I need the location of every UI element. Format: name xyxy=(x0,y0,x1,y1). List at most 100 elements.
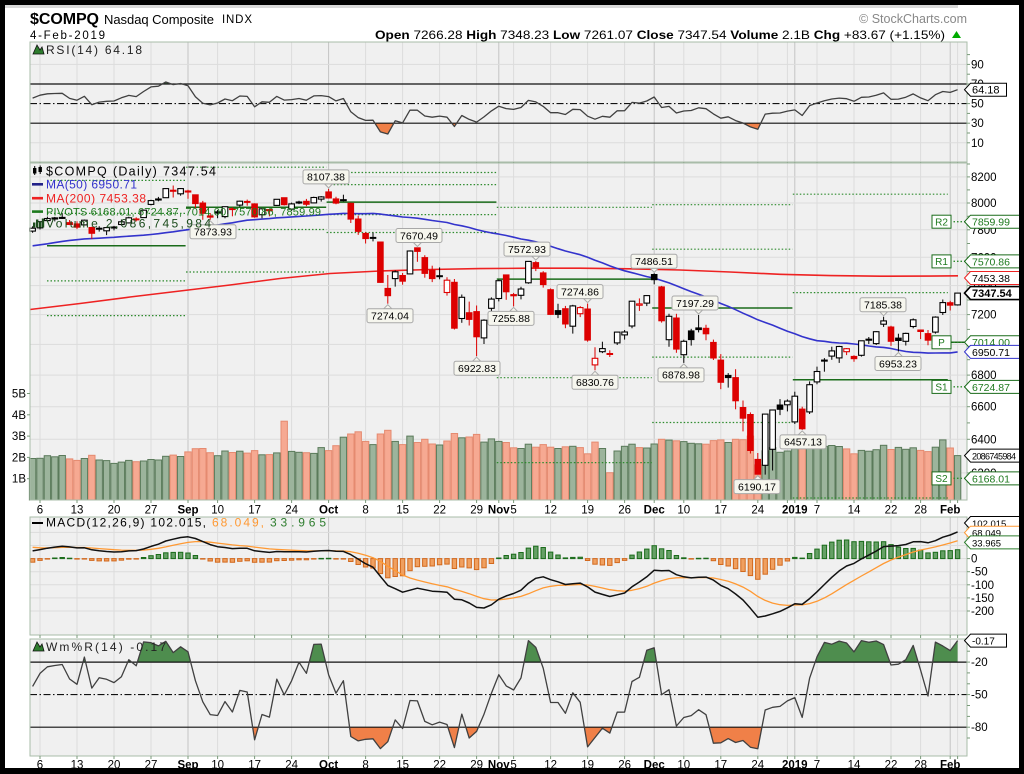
svg-text:-150: -150 xyxy=(971,593,994,605)
svg-text:7: 7 xyxy=(814,760,820,772)
svg-text:68.049: 68.049 xyxy=(972,529,1001,540)
svg-text:R1: R1 xyxy=(935,257,948,268)
svg-text:6922.83: 6922.83 xyxy=(458,363,496,375)
svg-text:7274.86: 7274.86 xyxy=(561,286,599,298)
svg-text:6950.71: 6950.71 xyxy=(972,347,1010,359)
svg-text:2B: 2B xyxy=(12,452,26,464)
svg-text:Dec: Dec xyxy=(644,505,666,517)
svg-text:S1: S1 xyxy=(935,383,948,394)
svg-text:64.18: 64.18 xyxy=(972,85,1000,97)
svg-text:-50: -50 xyxy=(971,567,988,579)
svg-text:68.049,: 68.049, xyxy=(212,515,264,529)
svg-text:13: 13 xyxy=(71,505,84,517)
svg-text:22: 22 xyxy=(885,505,898,517)
svg-text:0: 0 xyxy=(971,554,977,566)
svg-text:R2: R2 xyxy=(935,218,948,229)
svg-text:8200: 8200 xyxy=(971,172,997,184)
svg-text:6457.13: 6457.13 xyxy=(784,437,822,449)
svg-text:20: 20 xyxy=(108,505,121,517)
svg-text:7453.38: 7453.38 xyxy=(972,273,1010,285)
svg-text:14: 14 xyxy=(848,505,861,517)
svg-text:6953.23: 6953.23 xyxy=(879,358,917,370)
svg-text:MACD(12,26,9) 102.015,: MACD(12,26,9) 102.015, xyxy=(46,515,206,529)
svg-text:Open 7266.28 High 7348.23 Low: Open 7266.28 High 7348.23 Low 7261.07 Cl… xyxy=(375,28,945,42)
svg-text:7197.29: 7197.29 xyxy=(676,298,714,310)
svg-text:12: 12 xyxy=(544,505,557,517)
svg-text:2019: 2019 xyxy=(782,505,808,517)
svg-text:6: 6 xyxy=(37,505,43,517)
svg-text:7347.54: 7347.54 xyxy=(972,288,1013,300)
svg-text:6600: 6600 xyxy=(971,402,997,414)
svg-text:7486.51: 7486.51 xyxy=(635,256,673,268)
svg-text:22: 22 xyxy=(433,505,446,517)
svg-text:Nasdaq Composite: Nasdaq Composite xyxy=(104,12,214,27)
svg-text:7: 7 xyxy=(814,505,820,517)
svg-text:10: 10 xyxy=(677,505,690,517)
svg-text:6400: 6400 xyxy=(971,434,997,446)
svg-text:6724.87: 6724.87 xyxy=(972,382,1010,394)
svg-text:8: 8 xyxy=(362,760,368,772)
svg-text:7274.04: 7274.04 xyxy=(371,311,409,323)
svg-text:-50: -50 xyxy=(971,690,988,702)
svg-text:-0.17: -0.17 xyxy=(972,637,995,648)
svg-text:$COMPQ (Daily) 7347.54: $COMPQ (Daily) 7347.54 xyxy=(46,164,216,178)
svg-text:Wm%R(14) -0.17: Wm%R(14) -0.17 xyxy=(46,640,166,654)
svg-text:7859.99: 7859.99 xyxy=(972,217,1010,229)
svg-text:19: 19 xyxy=(581,505,594,517)
svg-text:Oct: Oct xyxy=(319,505,338,517)
svg-text:2086745984: 2086745984 xyxy=(972,452,1016,462)
svg-text:5B: 5B xyxy=(12,389,26,401)
svg-text:33.965: 33.965 xyxy=(972,538,1001,549)
svg-text:6190.17: 6190.17 xyxy=(738,481,776,493)
svg-text:7570.86: 7570.86 xyxy=(972,256,1010,268)
svg-text:50: 50 xyxy=(971,99,984,111)
svg-text:30: 30 xyxy=(971,118,984,130)
svg-text:-80: -80 xyxy=(971,722,988,734)
svg-text:102.015: 102.015 xyxy=(972,519,1006,530)
svg-text:27: 27 xyxy=(145,505,158,517)
svg-text:6168.01: 6168.01 xyxy=(972,473,1010,485)
svg-text:8: 8 xyxy=(362,505,368,517)
svg-text:MA(50) 6950.71: MA(50) 6950.71 xyxy=(46,177,137,191)
svg-text:3B: 3B xyxy=(12,431,26,443)
svg-text:24: 24 xyxy=(285,505,298,517)
svg-text:17: 17 xyxy=(248,505,261,517)
svg-text:6800: 6800 xyxy=(971,370,997,382)
svg-text:10: 10 xyxy=(211,505,224,517)
svg-text:15: 15 xyxy=(396,505,409,517)
svg-text:7200: 7200 xyxy=(971,310,997,322)
svg-text:8107.38: 8107.38 xyxy=(307,172,345,184)
svg-text:10: 10 xyxy=(971,138,984,150)
svg-text:-200: -200 xyxy=(971,606,994,618)
svg-text:17: 17 xyxy=(714,505,727,517)
svg-text:PIVOTS 6168.01, 6724.87, 7014.: PIVOTS 6168.01, 6724.87, 7014.00, 7570.8… xyxy=(46,207,321,219)
svg-text:29: 29 xyxy=(470,505,483,517)
svg-text:33.965: 33.965 xyxy=(270,515,326,529)
svg-text:8000: 8000 xyxy=(971,198,997,210)
svg-text:1B: 1B xyxy=(12,474,26,486)
svg-text:-100: -100 xyxy=(971,580,994,592)
svg-text:MA(200) 7453.38: MA(200) 7453.38 xyxy=(46,191,146,205)
svg-text:Sep: Sep xyxy=(177,505,198,517)
svg-text:P: P xyxy=(938,338,945,349)
svg-text:5: 5 xyxy=(510,505,516,517)
svg-text:5: 5 xyxy=(510,760,516,772)
svg-text:24: 24 xyxy=(751,505,764,517)
svg-text:INDX: INDX xyxy=(222,14,252,26)
svg-text:7572.93: 7572.93 xyxy=(508,244,546,256)
svg-text:7185.38: 7185.38 xyxy=(864,300,902,312)
svg-text:4B: 4B xyxy=(12,410,26,422)
svg-text:Feb: Feb xyxy=(940,505,960,517)
svg-text:Volume 2,086,745,984: Volume 2,086,745,984 xyxy=(46,217,211,231)
svg-text:7873.93: 7873.93 xyxy=(194,227,232,239)
svg-text:7670.49: 7670.49 xyxy=(400,230,438,242)
svg-text:6: 6 xyxy=(37,760,43,772)
svg-text:26: 26 xyxy=(618,505,631,517)
svg-text:RSI(14) 64.18: RSI(14) 64.18 xyxy=(46,43,142,57)
svg-text:Nov: Nov xyxy=(488,505,510,517)
svg-text:7255.88: 7255.88 xyxy=(492,313,530,325)
svg-text:6830.76: 6830.76 xyxy=(576,377,614,389)
svg-text:-20: -20 xyxy=(971,657,988,669)
svg-text:$COMPQ: $COMPQ xyxy=(30,11,99,28)
svg-text:6878.98: 6878.98 xyxy=(662,370,700,382)
